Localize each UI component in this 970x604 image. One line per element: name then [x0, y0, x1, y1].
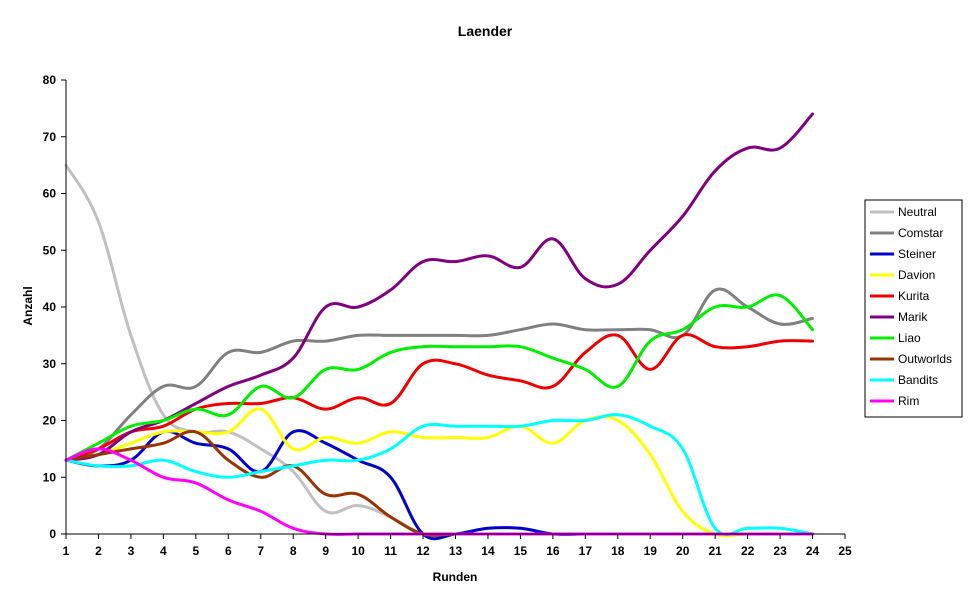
- x-tick-label: 3: [128, 544, 135, 558]
- series-line-steiner: [64, 429, 814, 541]
- x-axis-label: Runden: [433, 570, 478, 584]
- x-tick-label: 8: [290, 544, 297, 558]
- x-tick-label: 18: [611, 544, 625, 558]
- y-tick-label: 80: [43, 73, 57, 87]
- series-line-comstar: [64, 287, 814, 462]
- y-tick-label: 40: [43, 300, 57, 314]
- legend-label-kurita: Kurita: [898, 289, 930, 303]
- y-tick-label: 10: [43, 470, 57, 484]
- legend-label-bandits: Bandits: [898, 373, 938, 387]
- x-tick-label: 25: [838, 544, 852, 558]
- x-tick-label: 19: [644, 544, 658, 558]
- legend-label-comstar: Comstar: [898, 226, 943, 240]
- y-tick-label: 0: [49, 527, 56, 541]
- series-line-marik: [64, 112, 814, 462]
- legend-label-davion: Davion: [898, 268, 935, 282]
- x-tick-label: 22: [741, 544, 755, 558]
- x-tick-label: 9: [322, 544, 329, 558]
- series-line-kurita: [64, 333, 814, 462]
- x-tick-label: 23: [773, 544, 787, 558]
- legend-label-steiner: Steiner: [898, 247, 936, 261]
- x-tick-label: 12: [416, 544, 430, 558]
- x-tick-label: 21: [708, 544, 722, 558]
- x-tick-label: 14: [481, 544, 495, 558]
- x-tick-label: 2: [95, 544, 102, 558]
- x-tick-label: 6: [225, 544, 232, 558]
- y-tick-label: 50: [43, 243, 57, 257]
- legend-label-liao: Liao: [898, 331, 921, 345]
- x-tick-label: 16: [546, 544, 560, 558]
- legend: Neutral Comstar Steiner Davion Kurita Marik Li…: [864, 199, 963, 418]
- series-line-outworlds: [64, 429, 814, 537]
- series-line-bandits: [64, 413, 814, 537]
- legend-label-rim: Rim: [898, 394, 919, 408]
- legend-label-outworlds: Outworlds: [898, 352, 952, 366]
- x-tick-label: 20: [676, 544, 690, 558]
- y-axis-label: Anzahl: [21, 286, 35, 325]
- x-tick-label: 1: [63, 544, 70, 558]
- y-tick-label: 20: [43, 414, 57, 428]
- y-tick-label: 70: [43, 130, 57, 144]
- y-tick-label: 30: [43, 357, 57, 371]
- x-tick-label: 24: [806, 544, 820, 558]
- series-line-liao: [64, 293, 814, 462]
- y-tick-label: 60: [43, 187, 57, 201]
- legend-label-neutral: Neutral: [898, 205, 937, 219]
- legend-label-marik: Marik: [898, 310, 928, 324]
- chart-title: Laender: [458, 23, 513, 39]
- x-tick-label: 17: [579, 544, 593, 558]
- x-tick-label: 4: [160, 544, 167, 558]
- series-group: [64, 112, 814, 541]
- x-tick-label: 13: [449, 544, 463, 558]
- x-tick-label: 15: [514, 544, 528, 558]
- x-tick-label: 10: [351, 544, 365, 558]
- x-tick-label: 7: [257, 544, 264, 558]
- x-tick-label: 5: [192, 544, 199, 558]
- x-tick-label: 11: [384, 544, 397, 558]
